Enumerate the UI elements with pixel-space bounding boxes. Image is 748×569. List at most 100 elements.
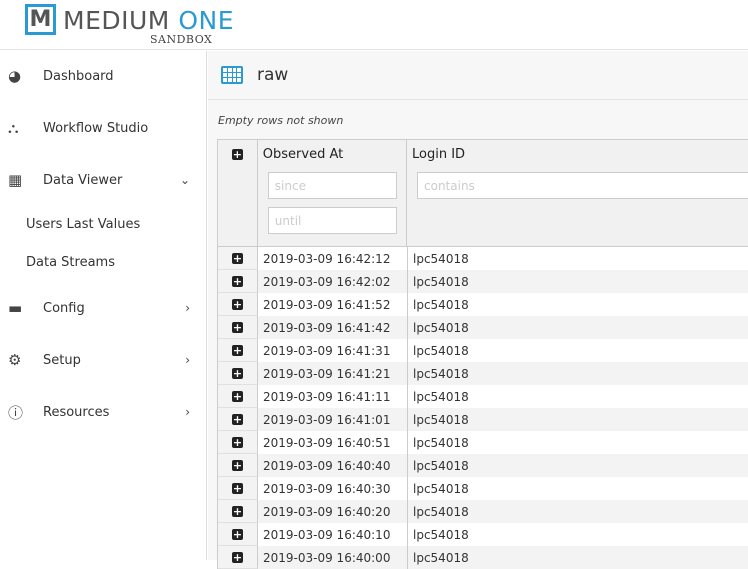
- row-expand-cell: +: [218, 454, 258, 477]
- cell-login-id: lpc54018: [413, 435, 469, 450]
- table-row: + 2019-03-09 16:41:01 lpc54018: [218, 408, 748, 431]
- cell-observed-at: 2019-03-09 16:40:30: [258, 477, 408, 500]
- chevron-right-icon: ›: [185, 353, 190, 367]
- row-expand-cell: +: [218, 293, 258, 316]
- title-bar: raw: [208, 51, 748, 100]
- row-expand-cell: +: [218, 362, 258, 385]
- expand-row-icon[interactable]: +: [232, 297, 243, 311]
- since-input[interactable]: [267, 172, 397, 199]
- sidebar: ◕ Dashboard ⛬ Workflow Studio ▦ Data Viewer…: [0, 51, 207, 560]
- expand-row-icon[interactable]: +: [232, 550, 243, 564]
- expand-row-icon[interactable]: +: [232, 458, 243, 472]
- table-row: + 2019-03-09 16:41:21 lpc54018: [218, 362, 748, 385]
- cell-login-id: lpc54018: [413, 412, 469, 427]
- table-body: + 2019-03-09 16:42:12 lpc54018 + 2019-03-…: [218, 247, 748, 569]
- page-title: raw: [257, 65, 289, 85]
- expand-row-icon[interactable]: +: [232, 343, 243, 357]
- main-panel: raw Empty rows not shown + Observed At L…: [208, 51, 748, 569]
- table-row: + 2019-03-09 16:40:20 lpc54018: [218, 500, 748, 523]
- cell-observed-at: 2019-03-09 16:41:11: [258, 385, 408, 408]
- cell-login-id: lpc54018: [413, 366, 469, 381]
- sidebar-item-label: Dashboard: [43, 68, 114, 84]
- cell-observed-at: 2019-03-09 16:40:51: [258, 431, 408, 454]
- table-row: + 2019-03-09 16:41:11 lpc54018: [218, 385, 748, 408]
- table-row: + 2019-03-09 16:41:31 lpc54018: [218, 339, 748, 362]
- expand-row-icon[interactable]: +: [232, 527, 243, 541]
- sidebar-item-resources[interactable]: ⓘ Resources ›: [0, 392, 206, 432]
- table-row: + 2019-03-09 16:40:40 lpc54018: [218, 454, 748, 477]
- row-expand-cell: +: [218, 431, 258, 454]
- row-expand-cell: +: [218, 270, 258, 293]
- row-expand-cell: +: [218, 339, 258, 362]
- row-expand-cell: +: [218, 500, 258, 523]
- table-row: + 2019-03-09 16:42:12 lpc54018: [218, 247, 748, 270]
- expand-row-icon[interactable]: +: [232, 435, 243, 449]
- cell-login-id: lpc54018: [413, 297, 469, 312]
- chevron-down-icon: ⌄: [179, 173, 190, 187]
- cell-observed-at: 2019-03-09 16:41:21: [258, 362, 408, 385]
- logo-name-1: MEDIUM: [63, 6, 179, 35]
- login-id-contains-input[interactable]: [417, 172, 748, 199]
- row-expand-cell: +: [218, 523, 258, 546]
- row-expand-cell: +: [218, 247, 258, 270]
- cell-login-id: lpc54018: [413, 458, 469, 473]
- expand-row-icon[interactable]: +: [232, 412, 243, 426]
- sidebar-item-workflow-studio[interactable]: ⛬ Workflow Studio: [0, 108, 206, 148]
- sidebar-item-config[interactable]: ▬ Config ›: [0, 288, 206, 328]
- cell-observed-at: 2019-03-09 16:42:12: [258, 247, 408, 270]
- column-header-login-id[interactable]: Login ID: [412, 147, 466, 162]
- row-expand-cell: +: [218, 316, 258, 339]
- desktop-icon: ▬: [8, 299, 23, 317]
- table-row: + 2019-03-09 16:41:42 lpc54018: [218, 316, 748, 339]
- table-icon: [221, 66, 243, 84]
- row-expand-cell: +: [218, 546, 258, 569]
- cell-login-id: lpc54018: [413, 504, 469, 519]
- sidebar-subitem-users-last-values[interactable]: Users Last Values: [26, 217, 141, 232]
- cell-login-id: lpc54018: [413, 320, 469, 335]
- logo-name-2: ONE: [178, 6, 234, 35]
- table-icon: ▦: [8, 171, 23, 189]
- cell-observed-at: 2019-03-09 16:40:40: [258, 454, 408, 477]
- row-expand-cell: +: [218, 477, 258, 500]
- column-header-observed-at[interactable]: Observed At: [262, 147, 344, 162]
- sidebar-subitem-data-streams[interactable]: Data Streams: [26, 255, 115, 270]
- sidebar-item-setup[interactable]: ⚙ Setup ›: [0, 340, 206, 380]
- sidebar-item-dashboard[interactable]: ◕ Dashboard: [0, 56, 206, 96]
- table-row: + 2019-03-09 16:40:00 lpc54018: [218, 546, 748, 569]
- cell-observed-at: 2019-03-09 16:41:52: [258, 293, 408, 316]
- cell-login-id: lpc54018: [413, 274, 469, 289]
- row-expand-cell: +: [218, 408, 258, 431]
- table-row: + 2019-03-09 16:40:10 lpc54018: [218, 523, 748, 546]
- sidebar-item-data-viewer[interactable]: ▦ Data Viewer ⌄: [0, 160, 206, 200]
- expand-row-icon[interactable]: +: [232, 389, 243, 403]
- data-table: + Observed At Login ID + 2019-03-09 16:4…: [217, 139, 748, 569]
- expand-row-icon[interactable]: +: [232, 504, 243, 518]
- sidebar-item-label: Workflow Studio: [43, 120, 149, 136]
- logo-subtitle: SANDBOX: [150, 33, 213, 46]
- logo-mark[interactable]: M: [25, 4, 56, 35]
- expand-row-icon[interactable]: +: [232, 481, 243, 495]
- gears-icon: ⚙: [8, 351, 22, 369]
- row-expand-cell: +: [218, 385, 258, 408]
- chevron-right-icon: ›: [185, 301, 190, 315]
- tachometer-icon: ◕: [8, 67, 22, 85]
- expand-row-icon[interactable]: +: [232, 320, 243, 334]
- chevron-right-icon: ›: [185, 405, 190, 419]
- expand-all-icon[interactable]: +: [231, 148, 243, 161]
- cell-login-id: lpc54018: [413, 527, 469, 542]
- cell-observed-at: 2019-03-09 16:40:00: [258, 546, 408, 569]
- sidebar-item-label: Resources: [43, 404, 110, 420]
- cell-observed-at: 2019-03-09 16:41:42: [258, 316, 408, 339]
- table-row: + 2019-03-09 16:41:52 lpc54018: [218, 293, 748, 316]
- cell-observed-at: 2019-03-09 16:40:10: [258, 523, 408, 546]
- sitemap-icon: ⛬: [8, 119, 19, 137]
- table-row: + 2019-03-09 16:40:30 lpc54018: [218, 477, 748, 500]
- info-circle-icon: ⓘ: [8, 403, 24, 422]
- table-row: + 2019-03-09 16:42:02 lpc54018: [218, 270, 748, 293]
- expand-row-icon[interactable]: +: [232, 251, 243, 265]
- expand-row-icon[interactable]: +: [232, 274, 243, 288]
- expand-row-icon[interactable]: +: [232, 366, 243, 380]
- cell-login-id: lpc54018: [413, 481, 469, 496]
- cell-observed-at: 2019-03-09 16:41:31: [258, 339, 408, 362]
- until-input[interactable]: [267, 207, 397, 234]
